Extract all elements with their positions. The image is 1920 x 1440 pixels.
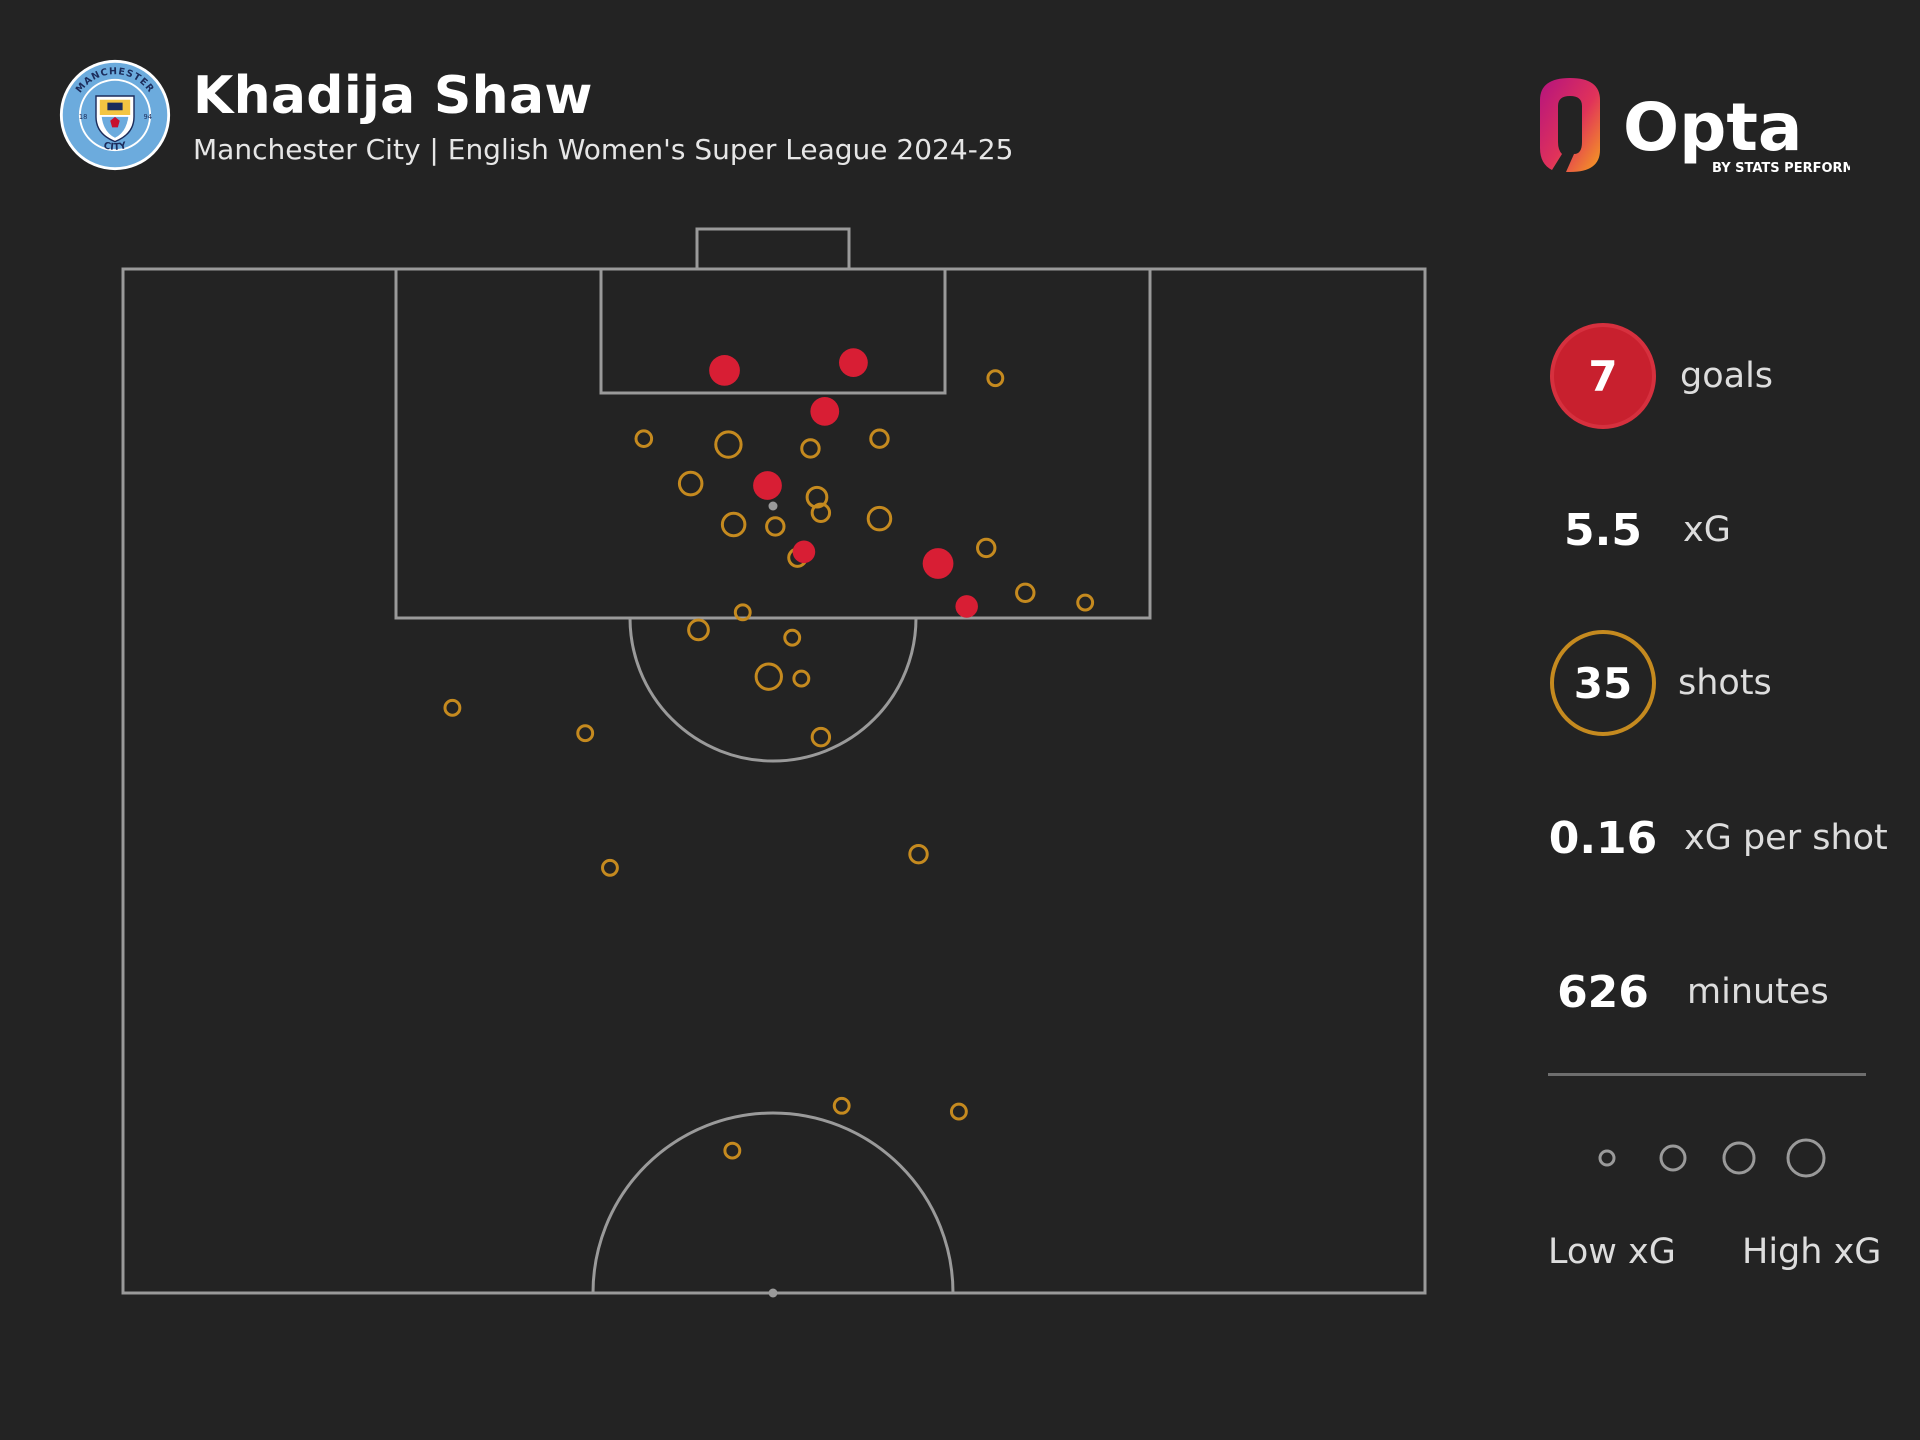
shot-marker-11 xyxy=(866,505,893,532)
stat-label-goals: goals xyxy=(1680,356,1774,396)
shot-marker-15 xyxy=(1076,593,1095,612)
six-yard-box xyxy=(599,267,947,395)
goal-marker-2 xyxy=(839,348,868,378)
stat-xg-per-shot: 0.16 xG per shot xyxy=(1540,785,1900,895)
goals-count-badge: 7 xyxy=(1550,323,1656,429)
shot-marker-14 xyxy=(1015,582,1036,603)
centre-spot xyxy=(768,1288,778,1298)
stat-label-xg-per-shot: xG per shot xyxy=(1684,818,1888,858)
goal-marker-6 xyxy=(922,548,954,579)
goal-marker-4 xyxy=(753,471,782,500)
xg-size-legend xyxy=(1598,1138,1826,1178)
shot-marker-16 xyxy=(687,618,710,642)
shot-marker-10 xyxy=(810,502,832,524)
minutes-value: 626 xyxy=(1557,966,1649,1018)
club-crest-icon: MANCHESTER CITY 18 94 xyxy=(59,59,171,171)
shot-marker-1 xyxy=(634,429,654,448)
penalty-area xyxy=(394,267,1152,620)
stats-divider xyxy=(1548,1073,1866,1076)
shot-marker-21 xyxy=(443,698,462,717)
shot-marker-17 xyxy=(733,603,752,622)
goal-marker-3 xyxy=(810,396,840,426)
crest-text-bottom: CITY xyxy=(102,140,127,153)
opta-tagline: BY STATS PERFORM xyxy=(1712,161,1850,176)
shot-marker-2 xyxy=(714,430,743,459)
legend-circle-low xyxy=(1598,1149,1616,1167)
chart-subtitle: Manchester City | English Women's Super … xyxy=(193,133,1014,166)
goal-marker-5 xyxy=(792,540,816,564)
stat-minutes: 626 minutes xyxy=(1540,939,1900,1049)
opta-logo-icon: Opta BY STATS PERFORM xyxy=(1540,78,1850,176)
shot-marker-23 xyxy=(810,726,832,748)
shot-marker-26 xyxy=(832,1096,851,1115)
shot-marker-3 xyxy=(800,438,821,459)
shot-marker-25 xyxy=(601,858,619,877)
stat-shots: 35 shots xyxy=(1540,630,1900,740)
shot-marker-22 xyxy=(576,724,595,743)
centre-circle xyxy=(591,1111,955,1294)
legend-circle-mid-high xyxy=(1722,1141,1756,1175)
shot-marker-9 xyxy=(805,485,829,509)
shot-marker-18 xyxy=(783,628,802,647)
crest-year-left: 18 xyxy=(79,113,87,121)
stat-label-shots: shots xyxy=(1678,663,1772,703)
pitch-outline xyxy=(121,267,1427,1295)
shot-marker-8 xyxy=(765,516,786,537)
stat-label-minutes: minutes xyxy=(1687,972,1829,1012)
shot-marker-6 xyxy=(677,470,704,497)
legend-circle-high xyxy=(1786,1138,1826,1178)
shot-marker-5 xyxy=(986,369,1005,388)
goal-marker-7 xyxy=(955,595,978,618)
shot-marker-27 xyxy=(949,1102,968,1121)
legend-low-label: Low xG xyxy=(1548,1232,1676,1272)
crest-year-right: 94 xyxy=(144,113,152,121)
shot-marker-20 xyxy=(792,669,811,688)
stat-xg: 5.5 xG xyxy=(1540,477,1900,587)
shot-marker-19 xyxy=(754,662,783,691)
goal-marker-1 xyxy=(709,355,740,386)
xg-value: 5.5 xyxy=(1564,504,1642,556)
shot-marker-4 xyxy=(869,428,890,449)
stat-goals: 7 goals xyxy=(1540,323,1900,433)
stat-label-xg: xG xyxy=(1683,510,1731,550)
penalty-arc xyxy=(628,617,918,763)
goal-frame xyxy=(695,227,851,271)
shot-marker-24 xyxy=(908,843,929,865)
shot-marker-7 xyxy=(720,511,747,538)
legend-circle-mid-low xyxy=(1659,1144,1687,1172)
legend-high-label: High xG xyxy=(1742,1232,1882,1272)
opta-wordmark: Opta xyxy=(1623,89,1802,166)
penalty-spot xyxy=(768,501,778,511)
shot-marker-28 xyxy=(723,1141,742,1160)
goals-layer xyxy=(709,348,978,618)
player-name: Khadija Shaw xyxy=(193,66,593,126)
shots-count-badge: 35 xyxy=(1550,630,1656,736)
svg-text:CITY: CITY xyxy=(102,140,127,153)
shots-layer xyxy=(443,369,1095,1160)
xg-per-shot-value: 0.16 xyxy=(1548,812,1658,864)
shot-marker-13 xyxy=(976,537,997,559)
pitch-lines xyxy=(121,227,1427,1295)
